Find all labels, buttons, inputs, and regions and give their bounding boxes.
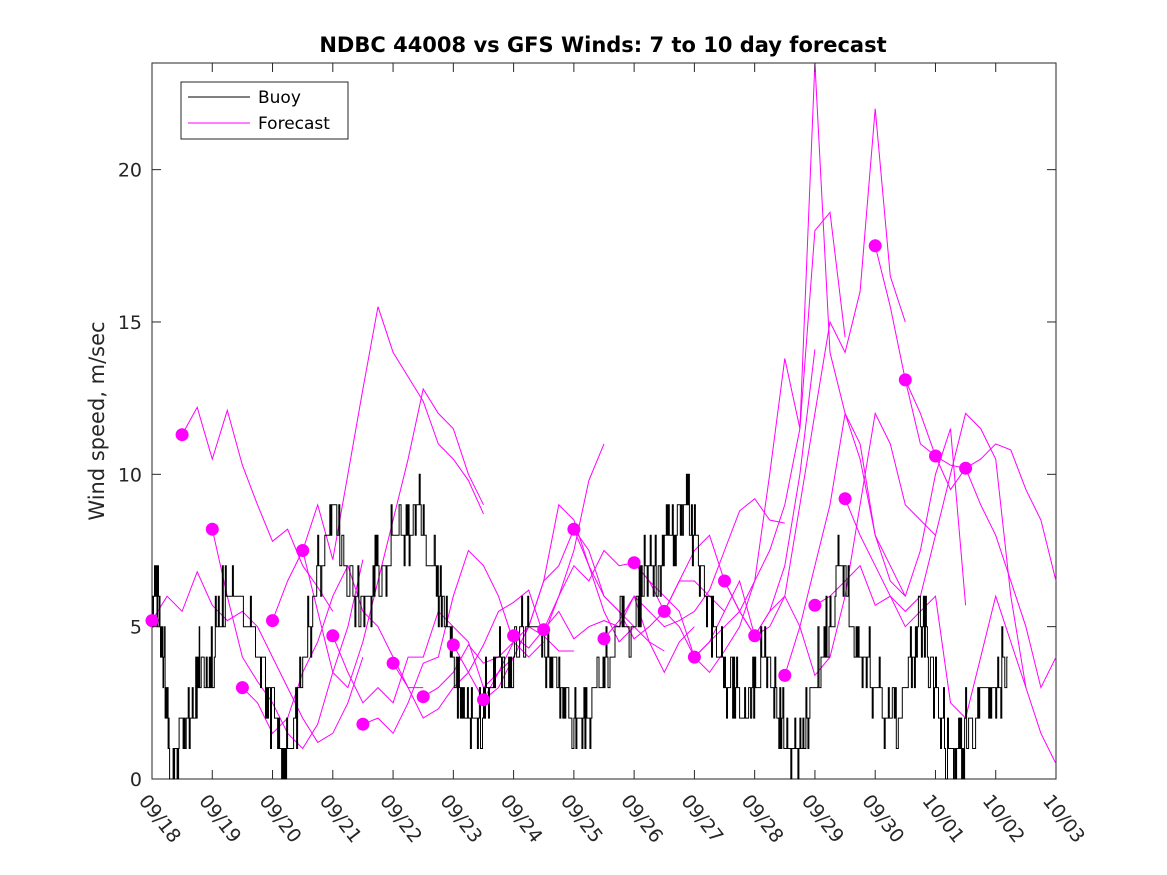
forecast-marker-12 — [507, 629, 521, 643]
forecast-marker-8 — [386, 656, 400, 670]
forecast-marker-21 — [778, 668, 792, 682]
forecast-marker-7 — [356, 717, 370, 731]
forecast-marker-0 — [145, 614, 159, 628]
buoy-line-group — [152, 473, 1008, 780]
x-tick-label: 10/03 — [1038, 791, 1089, 848]
x-tick-label: 09/21 — [315, 791, 366, 848]
x-tick-label: 09/20 — [255, 791, 306, 848]
forecast-marker-25 — [898, 373, 912, 387]
forecast-marker-26 — [929, 449, 942, 463]
forecast-series-5 — [302, 387, 484, 689]
x-tick-label: 10/02 — [978, 791, 1029, 848]
forecast-marker-23 — [838, 492, 852, 506]
y-tick-label: 0 — [130, 769, 142, 791]
forecast-series-21 — [784, 411, 967, 676]
forecast-series-4 — [272, 306, 484, 621]
forecast-marker-2 — [205, 522, 219, 536]
y-tick-label: 5 — [130, 617, 142, 639]
x-tick-label: 09/27 — [676, 791, 727, 848]
forecast-marker-1 — [175, 428, 189, 442]
forecast-marker-14 — [567, 522, 581, 536]
x-tick-label: 09/29 — [797, 791, 848, 848]
forecast-series-2 — [151, 570, 364, 744]
forecast-series-20 — [754, 411, 936, 677]
forecast-marker-6 — [326, 629, 340, 643]
y-axis-label: Wind speed, m/sec — [85, 321, 109, 520]
forecast-markers — [145, 239, 973, 731]
x-tick-label: 09/22 — [375, 791, 426, 848]
legend-label-forecast: Forecast — [258, 114, 330, 134]
x-tick-label: 09/18 — [134, 791, 185, 848]
buoy-series — [152, 473, 1008, 780]
forecast-marker-15 — [597, 632, 611, 646]
y-tick-label: 20 — [118, 160, 142, 182]
forecast-series-23 — [844, 498, 1057, 765]
y-axis: 0 5 10 15 20 — [118, 160, 1056, 791]
forecast-marker-27 — [959, 461, 973, 475]
legend: Buoy Forecast — [180, 81, 349, 140]
forecast-marker-22 — [808, 598, 822, 612]
y-tick-label: 15 — [118, 312, 142, 334]
x-tick-label: 09/25 — [556, 791, 607, 848]
forecast-marker-19 — [718, 574, 731, 588]
forecast-series-18 — [694, 62, 906, 658]
forecast-marker-11 — [477, 693, 490, 707]
legend-label-buoy: Buoy — [258, 88, 301, 108]
forecast-marker-10 — [446, 638, 460, 652]
forecast-marker-20 — [748, 629, 762, 643]
forecast-marker-4 — [266, 614, 279, 628]
chart-title: NDBC 44008 vs GFS Winds: 7 to 10 day for… — [319, 33, 886, 57]
forecast-marker-18 — [687, 650, 701, 664]
forecast-marker-17 — [657, 604, 671, 618]
forecast-marker-24 — [868, 239, 882, 253]
x-tick-label: 09/30 — [857, 791, 908, 848]
forecast-series-16 — [633, 349, 816, 659]
forecast-marker-3 — [235, 681, 249, 695]
x-tick-label: 09/23 — [435, 791, 486, 848]
x-tick-label: 09/24 — [496, 791, 547, 848]
x-tick-label: 09/26 — [616, 791, 667, 848]
forecast-marker-9 — [416, 690, 430, 704]
x-tick-label: 10/01 — [918, 791, 969, 848]
x-tick-label: 09/28 — [737, 791, 788, 848]
x-tick-label: 09/19 — [194, 791, 245, 848]
y-tick-label: 10 — [118, 464, 142, 486]
forecast-marker-13 — [537, 623, 551, 637]
legend-box — [180, 81, 349, 140]
forecast-series-15 — [603, 497, 785, 640]
forecast-marker-5 — [296, 544, 310, 557]
forecast-marker-16 — [627, 556, 641, 570]
